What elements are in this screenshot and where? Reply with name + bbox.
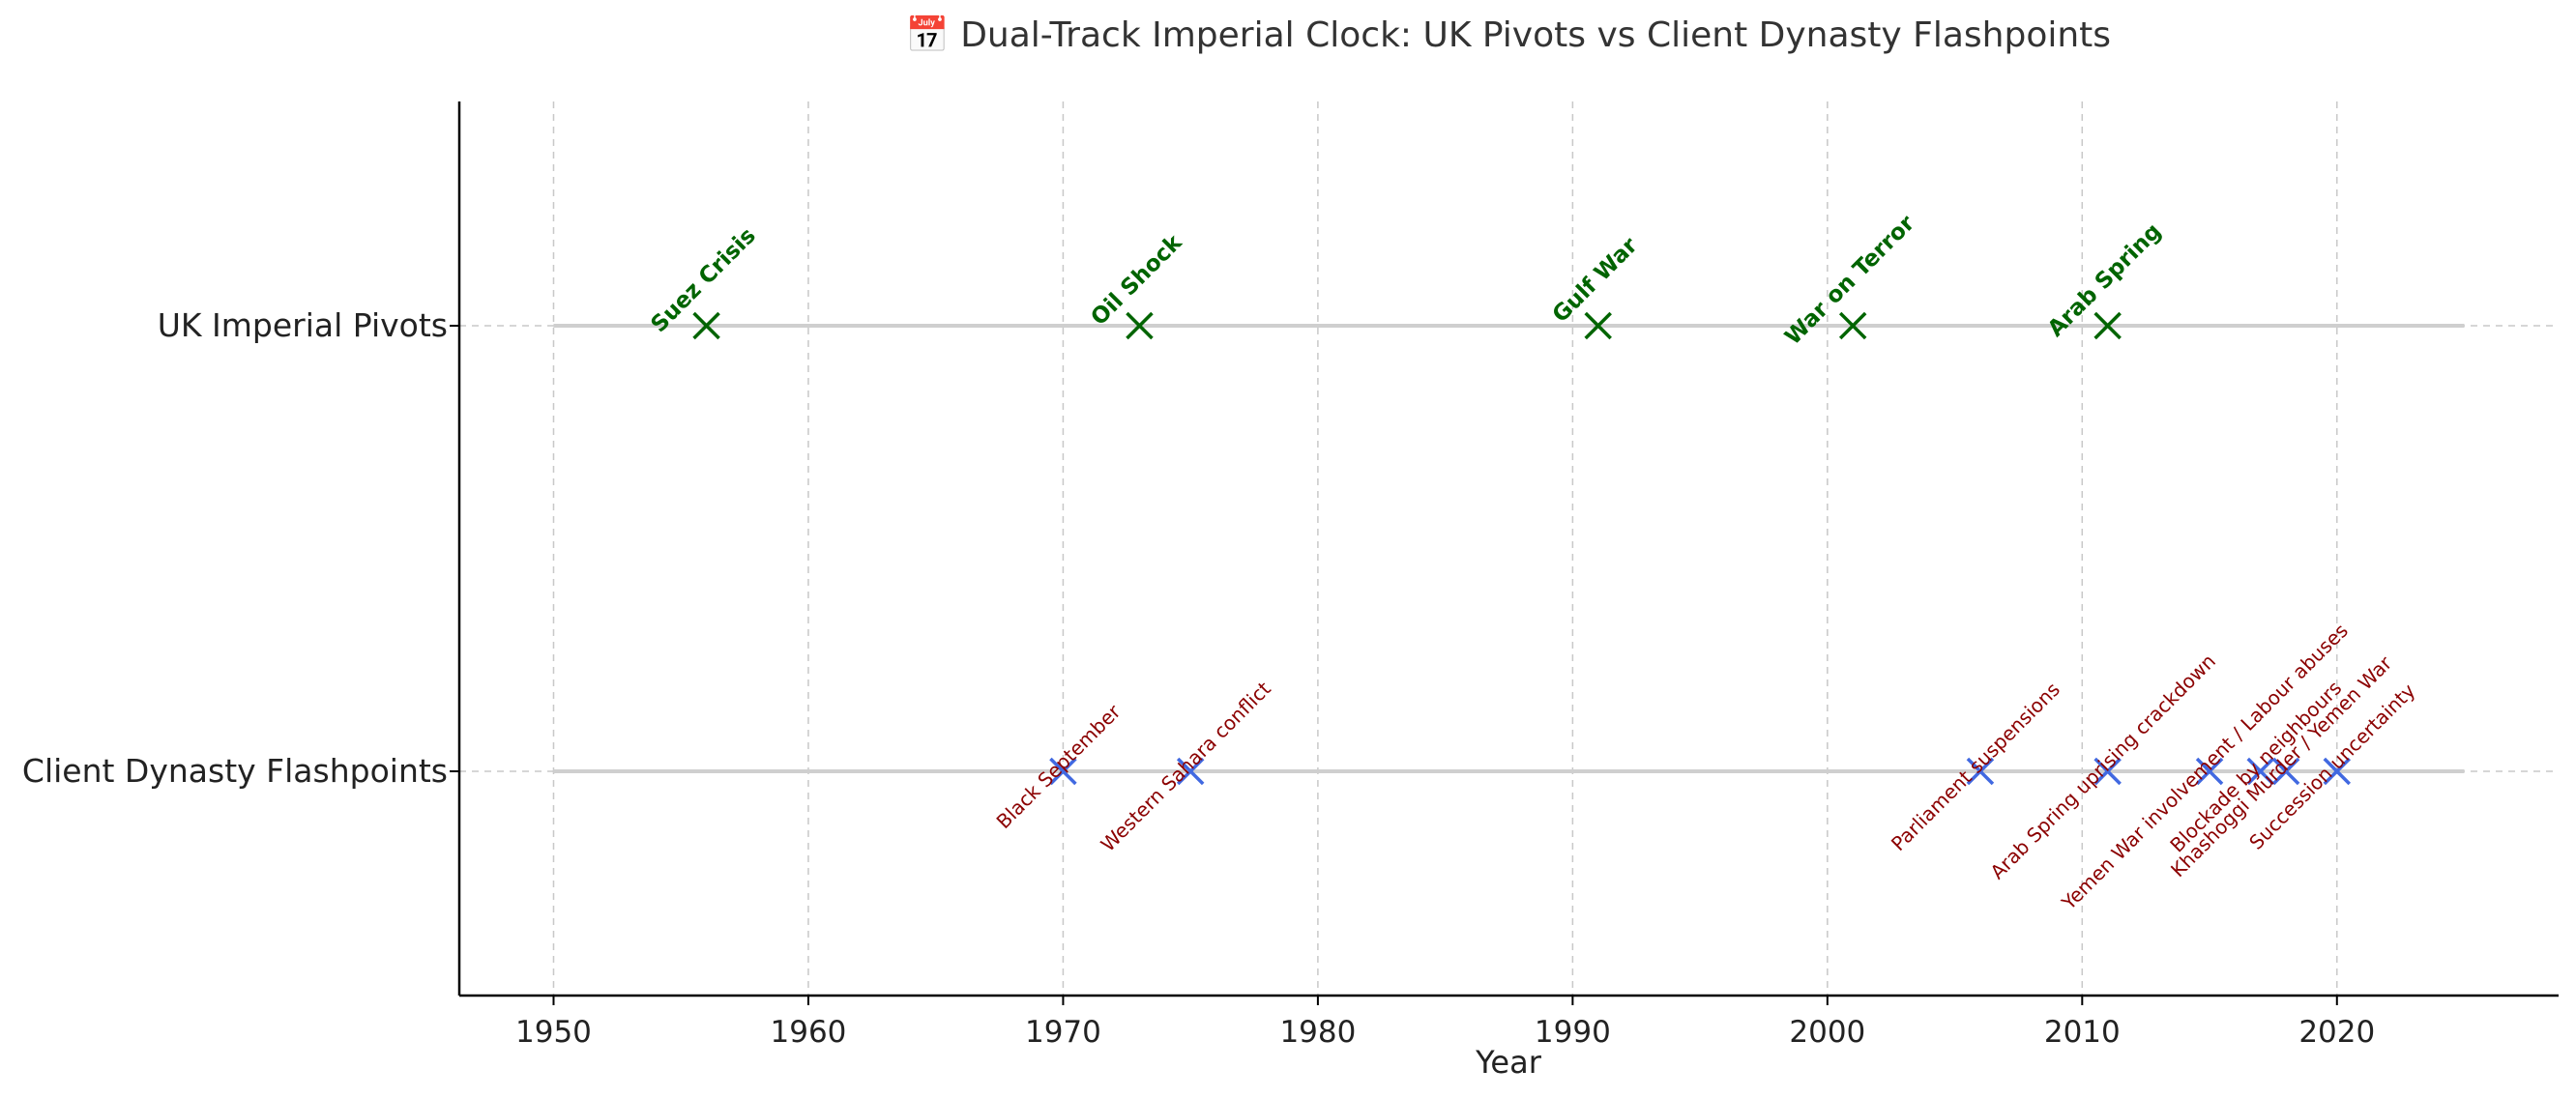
x-tick-label: 1950 bbox=[515, 1015, 592, 1050]
data-point-marker bbox=[1126, 311, 1154, 340]
flashpoint-label: Western Sahara conflict bbox=[1097, 677, 1275, 855]
data-point-marker bbox=[2093, 311, 2122, 340]
pivot-label: Suez Crisis bbox=[646, 223, 760, 337]
y-tick-label: UK Imperial Pivots bbox=[158, 306, 448, 344]
axes bbox=[457, 101, 2559, 997]
data-point-marker bbox=[1049, 757, 1077, 786]
data-point-marker bbox=[1838, 311, 1867, 340]
x-tick-label: 2000 bbox=[1789, 1015, 1865, 1050]
x-axis-label: Year bbox=[1475, 1044, 1542, 1081]
track-lines bbox=[553, 324, 2465, 773]
data-point-marker bbox=[1176, 757, 1205, 786]
flashpoint-label: Black September bbox=[992, 700, 1126, 833]
x-tick-label: 1960 bbox=[771, 1015, 847, 1050]
x-tick-label: 1970 bbox=[1025, 1015, 1101, 1050]
x-tick-label: 2020 bbox=[2298, 1015, 2375, 1050]
pivot-label: Gulf War bbox=[1548, 233, 1643, 328]
data-point-marker bbox=[2093, 757, 2122, 786]
x-tick-label: 1980 bbox=[1279, 1015, 1356, 1050]
x-tick-label: 2010 bbox=[2044, 1015, 2121, 1050]
data-point-marker bbox=[1584, 311, 1612, 340]
x-ticks: 1950 1960 1970 1980 1990 2000 2010 2020 bbox=[515, 996, 2375, 1050]
x-tick-label: 1990 bbox=[1535, 1015, 1611, 1050]
data-point-marker bbox=[1966, 757, 1995, 786]
data-point-marker bbox=[2246, 757, 2274, 786]
data-point-marker bbox=[2195, 757, 2224, 786]
data-point-marker bbox=[692, 311, 720, 340]
y-ticks: UK Imperial Pivots Client Dynasty Flashpo… bbox=[22, 306, 459, 790]
point-labels: Suez Crisis Oil Shock Gulf War War on Terro… bbox=[646, 211, 2419, 915]
data-point-marker bbox=[2323, 757, 2352, 786]
chart-title: 📅 Dual-Track Imperial Clock: UK Pivots v… bbox=[906, 14, 2111, 55]
y-tick-label: Client Dynasty Flashpoints bbox=[22, 752, 448, 790]
grid bbox=[459, 101, 2559, 996]
data-point-marker bbox=[2271, 757, 2300, 786]
markers bbox=[692, 311, 2352, 786]
pivot-label: Oil Shock bbox=[1087, 230, 1187, 331]
